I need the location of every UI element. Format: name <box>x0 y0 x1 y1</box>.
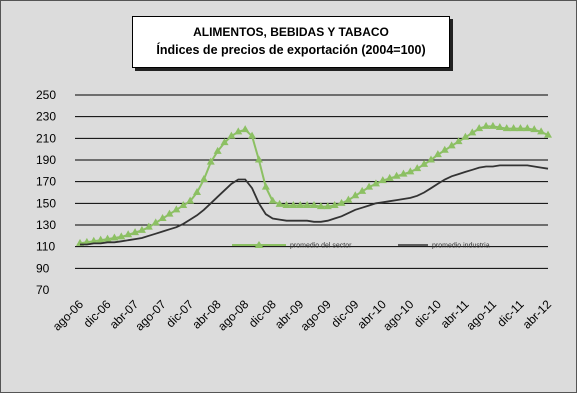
sector-data-point <box>220 138 229 146</box>
sector-data-point <box>447 141 456 149</box>
sector-data-point <box>537 127 546 135</box>
sector-data-point <box>344 195 353 203</box>
sector-data-point <box>165 209 174 217</box>
y-tick-label: 70 <box>36 283 50 297</box>
sector-data-point <box>482 121 491 129</box>
sector-data-point <box>509 124 518 132</box>
sector-data-point <box>420 159 429 167</box>
x-tick-label: ago-11 <box>463 297 499 333</box>
legend-sector-label: promedio del sector <box>290 243 352 250</box>
sector-data-point <box>468 128 477 136</box>
sector-data-point <box>96 235 105 243</box>
sector-data-point <box>254 155 263 163</box>
sector-data-point <box>261 182 270 190</box>
sector-data-point <box>248 131 257 139</box>
sector-data-point <box>151 218 160 226</box>
sector-data-point <box>378 176 387 184</box>
x-axis: ago-06dic-06abr-07ago-07dic-07abr-08ago-… <box>50 297 555 334</box>
sector-data-point <box>392 171 401 179</box>
sector-data-point <box>530 125 539 133</box>
sector-data-point <box>227 131 236 139</box>
sector-data-point <box>365 182 374 190</box>
sector-data-point <box>330 201 339 208</box>
sector-data-point <box>131 228 140 236</box>
sector-data-point <box>172 205 181 213</box>
sector-data-point <box>213 146 222 154</box>
sector-data-point <box>310 201 318 208</box>
sector-data-point <box>413 164 422 172</box>
sector-data-point <box>193 188 201 195</box>
sector-data-point <box>433 150 442 158</box>
y-tick-label: 90 <box>36 261 50 275</box>
sector-data-point <box>206 157 215 165</box>
sector-data-point <box>371 179 380 187</box>
series-line-industria <box>80 164 549 246</box>
y-tick-label: 190 <box>36 153 56 167</box>
sector-data-point <box>117 232 126 240</box>
sector-data-point <box>385 173 394 181</box>
y-axis: 70 90 110 130 150 170 190 210 230 250 <box>36 88 56 297</box>
sector-data-point <box>488 121 497 129</box>
sector-data-point <box>358 186 367 194</box>
y-tick-label: 250 <box>36 88 56 102</box>
grid-layer <box>75 94 548 269</box>
sector-data-point <box>323 202 332 210</box>
chart-title-box: ALIMENTOS, BEBIDAS Y TABACO Índices de p… <box>132 16 450 68</box>
legend-sector-marker <box>254 241 264 248</box>
sector-data-point <box>110 233 119 241</box>
sector-data-point <box>158 214 167 221</box>
sector-data-point <box>303 201 312 208</box>
legend: promedio del sector promedio industria <box>232 241 490 250</box>
sector-data-point <box>82 237 91 245</box>
legend-industria-label: promedio industria <box>432 243 490 250</box>
sector-data-point <box>427 155 435 163</box>
sector-data-point <box>454 137 463 145</box>
sector-data-point <box>296 201 305 208</box>
x-tick-label: ago-08 <box>215 297 252 334</box>
sector-data-point <box>316 202 325 210</box>
sector-data-point <box>268 196 277 204</box>
sector-data-point <box>495 123 504 130</box>
sector-data-point <box>406 167 415 175</box>
x-tick-label: abr-12 <box>520 297 555 332</box>
sector-data-point <box>337 198 346 206</box>
y-tick-label: 110 <box>36 240 55 254</box>
x-tick-label: dic-10 <box>411 297 444 330</box>
sector-data-point <box>516 124 525 132</box>
sector-data-point <box>179 201 188 208</box>
y-tick-label: 210 <box>36 131 56 145</box>
sector-data-point <box>502 124 511 132</box>
sector-data-point <box>241 125 250 133</box>
x-tick-label: ago-06 <box>50 297 87 334</box>
y-tick-label: 150 <box>36 196 56 210</box>
sector-data-point <box>199 175 208 182</box>
sector-data-point <box>544 130 552 138</box>
sector-data-point <box>186 196 195 204</box>
sector-data-point <box>144 222 153 230</box>
x-tick-label: ago-10 <box>380 297 417 334</box>
sector-data-point <box>461 132 470 140</box>
sector-data-point <box>282 201 291 208</box>
sector-data-point <box>89 236 98 244</box>
sector-data-point <box>275 199 284 207</box>
sector-data-point <box>351 191 360 199</box>
x-tick-label: ago-09 <box>298 297 335 334</box>
chart-subtitle: Índices de precios de exportación (2004=… <box>156 43 426 57</box>
sector-data-point <box>523 124 532 132</box>
chart-title: ALIMENTOS, BEBIDAS Y TABACO <box>193 25 389 39</box>
sector-data-point <box>124 230 133 238</box>
sector-data-point <box>289 201 298 208</box>
y-tick-label: 130 <box>36 218 56 232</box>
sector-data-point <box>103 234 112 242</box>
sector-data-point <box>440 145 449 153</box>
y-tick-label: 230 <box>36 110 56 124</box>
sector-data-point <box>399 169 408 177</box>
y-tick-label: 170 <box>36 175 56 189</box>
sector-data-point <box>137 225 146 233</box>
sector-data-point <box>475 124 484 132</box>
sector-data-point <box>234 127 243 135</box>
series-layer <box>76 121 552 246</box>
x-tick-label: ago-07 <box>132 297 169 334</box>
